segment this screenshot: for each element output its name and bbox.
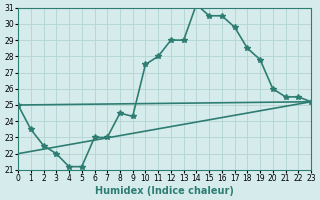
X-axis label: Humidex (Indice chaleur): Humidex (Indice chaleur) — [95, 186, 234, 196]
